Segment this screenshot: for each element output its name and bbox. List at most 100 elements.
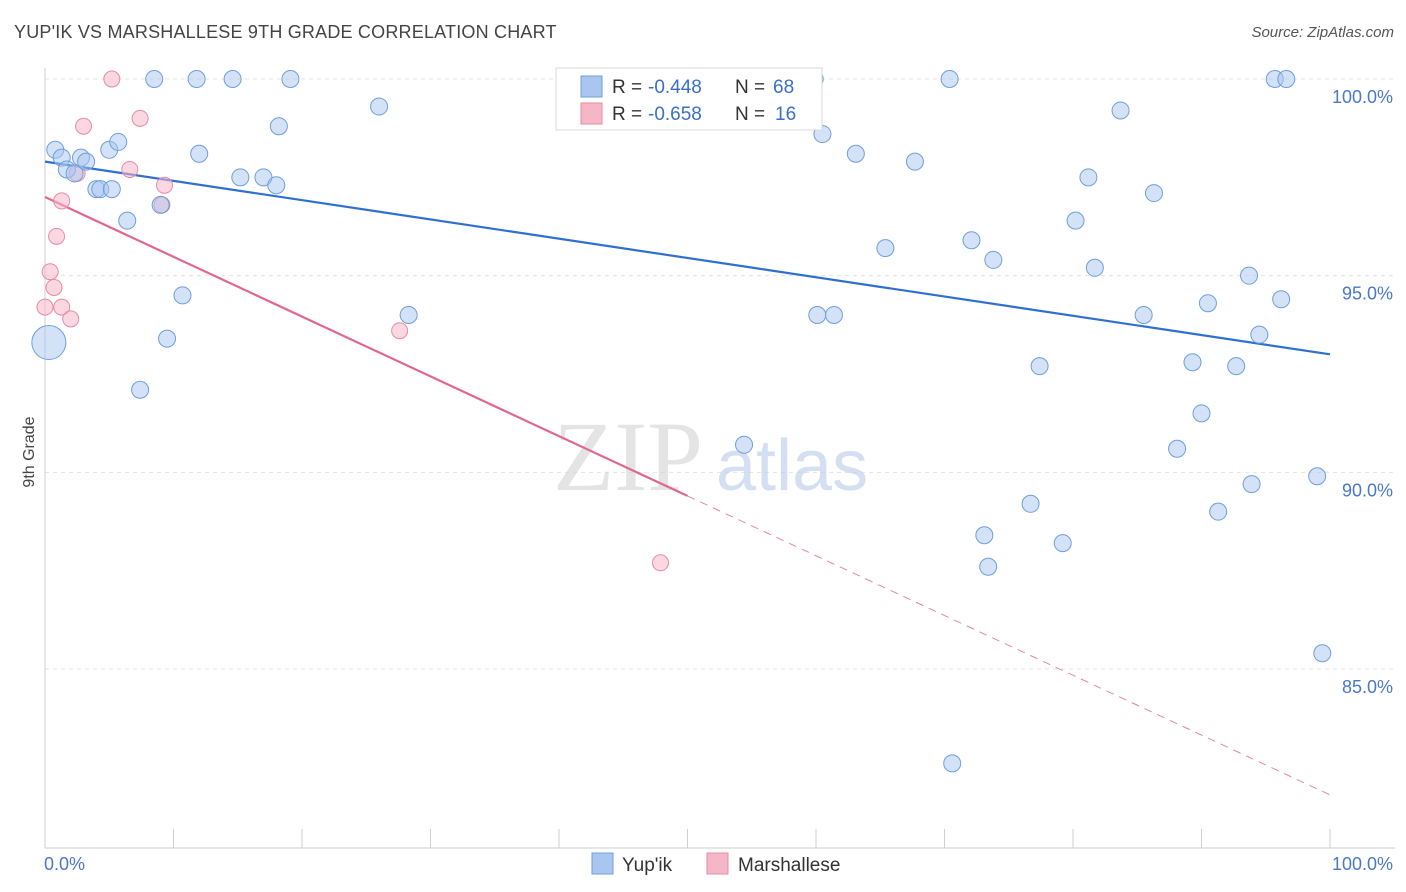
data-point-yupik <box>190 144 209 163</box>
trend-line-yupik <box>44 160 1331 356</box>
data-point-yupik <box>102 180 121 199</box>
data-point-marshallese <box>131 109 149 127</box>
x-tick-labels: 0.0% 100.0% <box>44 854 1393 874</box>
data-point-yupik <box>1079 168 1098 187</box>
stats-n-label-marshallese: N = <box>735 104 765 125</box>
data-point-yupik <box>1308 467 1327 486</box>
chart-title: YUP'IK VS MARSHALLESE 9TH GRADE CORRELAT… <box>14 22 557 42</box>
data-point-yupik <box>1192 404 1211 423</box>
data-point-marshallese <box>652 554 670 572</box>
y-tick-label: 85.0% <box>1342 677 1393 697</box>
legend-label-marshallese: Marshallese <box>738 855 840 876</box>
y-tick-label: 90.0% <box>1342 480 1393 500</box>
stats-r-label-yupik: R = <box>612 77 642 98</box>
data-point-yupik <box>269 117 288 136</box>
data-point-yupik <box>1085 258 1104 277</box>
data-point-marshallese <box>53 192 71 210</box>
data-point-yupik <box>1272 290 1291 309</box>
data-point-marshallese <box>391 322 409 340</box>
data-point-yupik <box>118 211 137 230</box>
data-point-marshallese <box>48 227 66 245</box>
data-point-yupik <box>370 97 389 116</box>
data-point-marshallese <box>53 298 71 316</box>
y-tick-label: 95.0% <box>1342 284 1393 304</box>
data-point-yupik <box>846 144 865 163</box>
data-point-yupik <box>77 152 96 171</box>
data-point-yupik <box>173 286 192 305</box>
grid-lines <box>45 78 1395 670</box>
data-point-yupik <box>943 754 962 773</box>
data-point-yupik <box>940 70 959 88</box>
data-point-yupik <box>1183 353 1202 372</box>
legend-label-yupik: Yup'ik <box>622 855 673 876</box>
stats-n-value-marshallese: 16 <box>775 104 796 125</box>
data-point-yupik <box>145 70 164 88</box>
y-axis-title: 9th Grade <box>21 416 38 487</box>
data-point-marshallese <box>156 176 174 194</box>
data-point-yupik <box>735 435 754 454</box>
data-point-yupik <box>962 231 981 250</box>
x-ticks <box>173 829 1331 848</box>
series-legend: Yup'ik Marshallese <box>591 852 840 876</box>
data-point-yupik <box>905 152 924 171</box>
legend-swatch-yupik <box>591 852 614 875</box>
watermark-zip: ZIP <box>553 401 703 512</box>
data-point-yupik <box>984 250 1003 269</box>
data-point-yupik <box>109 132 128 151</box>
data-point-marshallese <box>45 278 63 296</box>
data-point-yupik <box>1277 70 1296 88</box>
data-point-yupik <box>824 306 843 324</box>
x-tick-label: 0.0% <box>44 854 85 874</box>
data-point-marshallese <box>121 160 139 178</box>
data-point-yupik <box>876 239 895 258</box>
data-point-yupik <box>979 557 998 576</box>
data-point-marshallese <box>75 117 93 135</box>
x-tick-label: 100.0% <box>1332 854 1393 874</box>
data-point-yupik <box>1144 184 1163 203</box>
data-point-yupik <box>281 70 300 88</box>
data-point-yupik <box>1111 101 1130 120</box>
data-point-yupik <box>187 70 206 88</box>
stats-swatch-yupik <box>580 75 603 98</box>
data-point-yupik <box>1227 357 1246 376</box>
data-point-yupik <box>131 380 150 399</box>
data-point-yupik <box>65 164 84 183</box>
data-point-marshallese <box>41 263 59 281</box>
y-tick-labels: 100.0% 95.0% 90.0% 85.0% <box>1332 87 1393 697</box>
data-point-yupik <box>1242 475 1261 494</box>
source-label: Source: ZipAtlas.com <box>1251 24 1394 41</box>
stats-r-value-yupik: -0.448 <box>648 77 702 98</box>
data-point-yupik <box>1313 644 1332 663</box>
legend-swatch-marshallese <box>706 852 729 875</box>
stats-n-value-yupik: 68 <box>773 77 794 98</box>
data-point-yupik <box>1240 266 1259 285</box>
data-point-marshallese <box>103 70 121 88</box>
trend-lines <box>44 160 1331 796</box>
data-point-yupik <box>1198 294 1217 313</box>
stats-r-value-marshallese: -0.658 <box>648 104 702 125</box>
stats-r-label-marshallese: R = <box>612 104 642 125</box>
data-point-yupik <box>267 176 286 195</box>
data-point-yupik <box>223 70 242 88</box>
data-point-yupik <box>1066 211 1085 230</box>
data-point-yupik <box>231 168 250 187</box>
data-point-yupik <box>1053 534 1072 553</box>
data-point-yupik <box>399 306 418 324</box>
trend-line-marshallese-extension <box>687 495 1331 796</box>
data-point-yupik <box>158 329 177 348</box>
trend-line-marshallese <box>44 196 688 497</box>
data-point-marshallese <box>62 310 80 328</box>
data-point-yupik <box>808 306 827 324</box>
y-tick-label: 100.0% <box>1332 87 1393 107</box>
data-point-yupik <box>1209 502 1228 521</box>
data-point-yupik <box>1030 357 1049 376</box>
data-point-yupik <box>1134 306 1153 324</box>
data-point-yupik <box>151 195 170 214</box>
data-point-yupik <box>1021 494 1040 513</box>
data-point-yupik <box>31 325 67 361</box>
data-point-yupik <box>1168 439 1187 458</box>
stats-legend: R = -0.448 N = 68 R = -0.658 N = 16 <box>555 67 823 131</box>
data-point-yupik <box>1250 325 1269 344</box>
data-point-marshallese <box>36 298 54 316</box>
